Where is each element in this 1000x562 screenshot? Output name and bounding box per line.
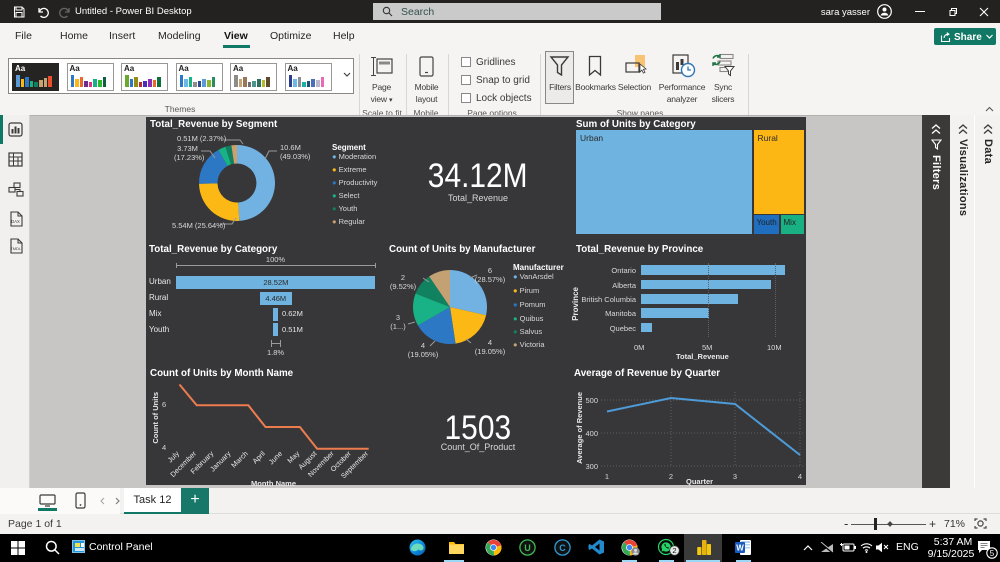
- svg-text:1: 1: [605, 472, 609, 481]
- svg-text:W: W: [736, 544, 744, 553]
- svg-text:4: 4: [798, 472, 802, 481]
- svg-text:U: U: [524, 543, 531, 553]
- svg-text:June: June: [267, 449, 284, 466]
- svg-text:300: 300: [585, 462, 598, 471]
- svg-text:C: C: [559, 543, 566, 553]
- svg-text:TMDL: TMDL: [10, 246, 21, 251]
- svg-text:400: 400: [585, 429, 598, 438]
- svg-text:April: April: [250, 449, 267, 466]
- svg-text:March: March: [229, 449, 249, 469]
- svg-text:5: 5: [990, 549, 995, 558]
- svg-text:3: 3: [733, 472, 737, 481]
- svg-text:2: 2: [672, 546, 676, 555]
- svg-text:2: 2: [669, 472, 673, 481]
- svg-text:DAX: DAX: [11, 219, 20, 224]
- svg-text:500: 500: [585, 396, 598, 405]
